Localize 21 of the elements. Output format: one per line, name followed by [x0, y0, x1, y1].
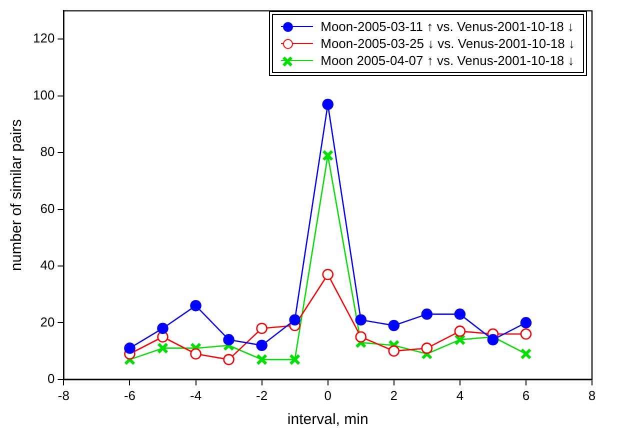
- x-tick-label: -2: [256, 388, 268, 403]
- y-tick-label: 120: [32, 30, 55, 46]
- x-tick-label: -6: [124, 388, 136, 403]
- y-tick-label: 80: [40, 144, 55, 160]
- x-tick-label: 8: [588, 388, 596, 403]
- y-tick-label: 20: [40, 314, 55, 330]
- y-tick-label: 40: [40, 258, 55, 273]
- x-tick-label: 0: [324, 388, 332, 403]
- x-tick-label: 2: [390, 388, 398, 403]
- y-tick-label: 0: [47, 370, 55, 386]
- legend-label: Moon 2005-04-07 ↑ vs. Venus-2001-10-18 ↓: [320, 52, 574, 69]
- x-tick-label: -8: [58, 388, 70, 403]
- y-tick-label: 60: [40, 200, 55, 216]
- x-axis-title: interval, min: [287, 411, 368, 428]
- y-axis-title: number of similar pairs: [8, 119, 26, 271]
- y-tick-label: 100: [32, 87, 55, 102]
- legend-label: Moon-2005-03-11 ↑ vs. Venus-2001-10-18 ↓: [320, 18, 574, 35]
- x-tick-label: -4: [190, 388, 202, 403]
- legend-label: Moon-2005-03-25 ↓ vs. Venus-2001-10-18 ↓: [320, 35, 575, 52]
- x-tick-label: 4: [456, 388, 464, 403]
- x-tick-label: 6: [522, 388, 530, 403]
